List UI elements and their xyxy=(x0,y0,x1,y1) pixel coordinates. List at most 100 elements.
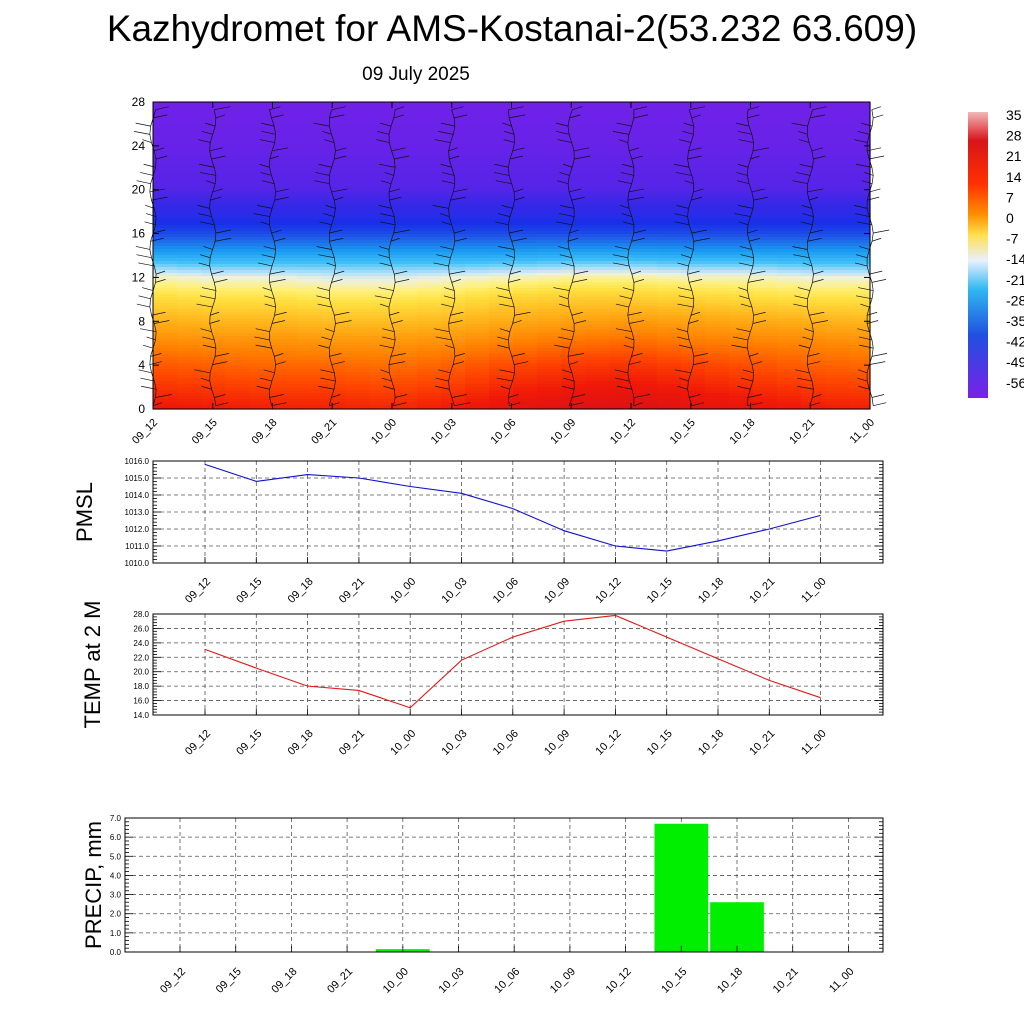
temperature-cell xyxy=(753,357,778,361)
temperature-cell xyxy=(417,210,442,214)
temperature-cell xyxy=(225,201,250,205)
temperature-cell xyxy=(729,129,754,133)
temperature-cell xyxy=(489,117,514,121)
wind-barb xyxy=(569,114,581,119)
temperature-cell xyxy=(609,216,634,220)
temperature-cell xyxy=(417,102,442,106)
temperature-cell xyxy=(201,312,226,316)
temperature-cell xyxy=(321,312,346,316)
temperature-cell xyxy=(777,135,802,139)
temperature-cell xyxy=(705,192,730,196)
temperature-cell xyxy=(321,225,346,229)
temperature-cell xyxy=(513,300,538,304)
x-tick-label: 10_09 xyxy=(548,417,578,447)
temperature-cell xyxy=(561,396,586,400)
wind-barb xyxy=(441,303,454,308)
temperature-cell xyxy=(729,261,754,265)
temperature-cell xyxy=(777,180,802,184)
wind-barb xyxy=(813,155,826,160)
temperature-cell xyxy=(849,216,871,220)
temperature-cell xyxy=(561,210,586,214)
temperature-cell xyxy=(201,213,226,217)
wind-barb xyxy=(449,270,466,275)
temperature-cell xyxy=(537,306,562,310)
temperature-cell xyxy=(777,168,802,172)
temperature-cell xyxy=(537,237,562,241)
temperature-cell xyxy=(321,381,346,385)
temperature-cell xyxy=(249,120,274,124)
temperature-cell xyxy=(321,153,346,157)
temperature-cell xyxy=(321,321,346,325)
wind-barb xyxy=(274,353,284,357)
temperature-cell xyxy=(681,315,706,319)
temperature-cell xyxy=(537,144,562,148)
temperature-cell xyxy=(321,375,346,379)
temperature-cell xyxy=(465,144,490,148)
temperature-cell xyxy=(585,333,610,337)
temperature-cell xyxy=(753,309,778,313)
temperature-cell xyxy=(225,294,250,298)
temperature-cell xyxy=(633,195,658,199)
temperature-cell xyxy=(153,246,178,250)
temperature-cell xyxy=(465,363,490,367)
wind-barb xyxy=(801,205,812,209)
temperature-cell xyxy=(225,222,250,226)
temperature-cell xyxy=(441,327,466,331)
wind-barb xyxy=(142,287,154,291)
temperature-cell xyxy=(417,294,442,298)
temperature-cell xyxy=(801,372,826,376)
y-tick-label: 1014.0 xyxy=(125,491,150,500)
temperature-cell xyxy=(465,111,490,115)
temperature-cell xyxy=(177,348,202,352)
temperature-cell xyxy=(585,150,610,154)
temperature-cell xyxy=(441,111,466,115)
temperature-cell xyxy=(585,102,610,106)
temperature-cell xyxy=(465,345,490,349)
temperature-cell xyxy=(729,288,754,292)
temperature-cell xyxy=(561,267,586,271)
temperature-cell xyxy=(345,192,370,196)
wind-barb xyxy=(749,353,759,357)
temperature-cell xyxy=(297,219,322,223)
temperature-cell xyxy=(369,309,394,313)
temperature-cell xyxy=(177,141,202,145)
temperature-cell xyxy=(705,300,730,304)
temperature-cell xyxy=(801,249,826,253)
temperature-cell xyxy=(345,129,370,133)
temperature-cell xyxy=(657,264,682,268)
temperature-cell xyxy=(609,195,634,199)
temperature-cell xyxy=(417,150,442,154)
temperature-cell xyxy=(609,111,634,115)
temperature-cell xyxy=(801,234,826,238)
temperature-cell xyxy=(705,165,730,169)
temperature-cell xyxy=(825,327,850,331)
temperature-cell xyxy=(561,357,586,361)
temperature-cell xyxy=(729,267,754,271)
temperature-cell xyxy=(849,135,871,139)
wind-barb xyxy=(559,205,575,209)
temperature-cell xyxy=(369,174,394,178)
temperature-cell xyxy=(273,357,298,361)
temperature-cell xyxy=(801,294,826,298)
temperature-cell xyxy=(177,123,202,127)
wind-barb xyxy=(151,196,168,201)
wind-barb xyxy=(329,402,340,407)
temperature-cell xyxy=(249,198,274,202)
x-tick-label: 10_03 xyxy=(429,417,459,447)
temperature-cell xyxy=(633,390,658,394)
temperature-cell xyxy=(297,333,322,337)
temperature-cell xyxy=(609,348,634,352)
temperature-cell xyxy=(513,123,538,127)
temperature-cell xyxy=(465,315,490,319)
y-tick-label: 3.0 xyxy=(110,891,122,900)
temperature-cell xyxy=(465,294,490,298)
temperature-cell xyxy=(777,402,802,406)
temperature-cell xyxy=(177,387,202,391)
x-tick-label: 09_21 xyxy=(337,728,367,758)
temperature-cell xyxy=(177,375,202,379)
wind-barb xyxy=(317,303,332,308)
temperature-cell xyxy=(825,117,850,121)
wind-barb xyxy=(205,122,216,127)
temperature-cell xyxy=(369,165,394,169)
temperature-cell xyxy=(249,177,274,181)
